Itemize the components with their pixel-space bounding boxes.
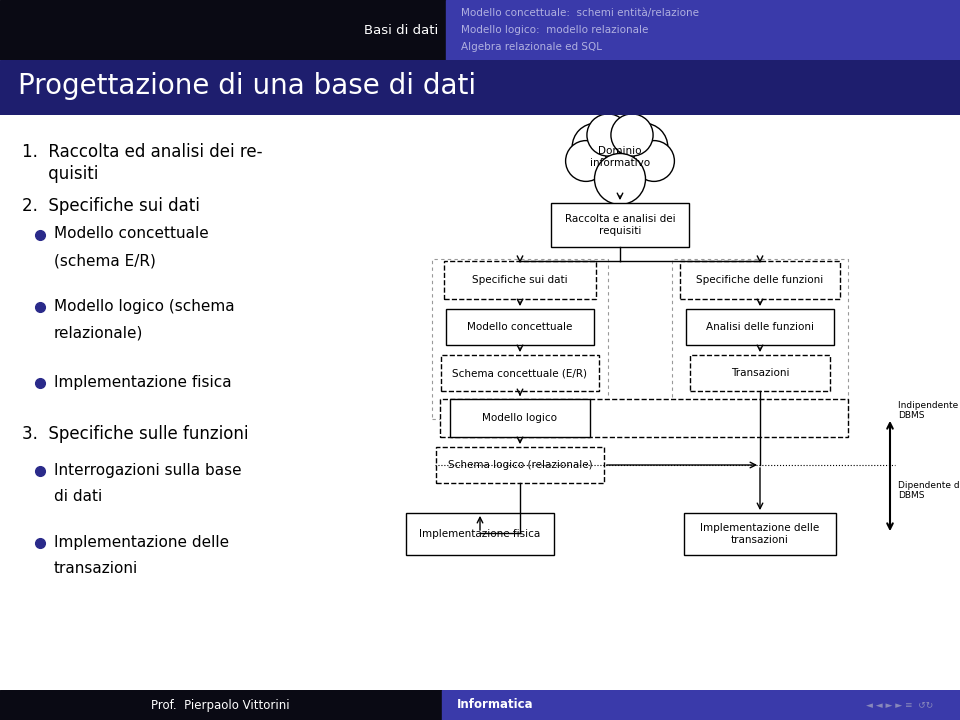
Text: Implementazione delle
transazioni: Implementazione delle transazioni — [701, 523, 820, 545]
Text: Raccolta e analisi dei
requisiti: Raccolta e analisi dei requisiti — [564, 215, 675, 236]
Text: di dati: di dati — [54, 489, 103, 504]
Bar — [406, 513, 554, 555]
Text: Prof.  Pierpaolo Vittorini: Prof. Pierpaolo Vittorini — [152, 698, 290, 711]
Text: quisiti: quisiti — [22, 165, 98, 183]
Text: Implementazione fisica: Implementazione fisica — [420, 529, 540, 539]
Bar — [442, 690, 960, 720]
Text: Schema concettuale (E/R): Schema concettuale (E/R) — [452, 368, 588, 378]
Circle shape — [620, 123, 668, 171]
Circle shape — [565, 140, 607, 181]
Bar — [436, 447, 604, 483]
Bar — [680, 261, 840, 299]
Text: Modello logico: Modello logico — [483, 413, 558, 423]
Circle shape — [587, 114, 629, 156]
Text: 2.  Specifiche sui dati: 2. Specifiche sui dati — [22, 197, 200, 215]
Text: Modello logico (schema: Modello logico (schema — [54, 299, 234, 313]
Text: 3.  Specifiche sulle funzioni: 3. Specifiche sulle funzioni — [22, 425, 249, 443]
Bar — [672, 259, 848, 419]
Bar — [441, 355, 599, 391]
Bar — [686, 309, 834, 345]
Text: ◄ ◄ ► ► ≡  ↺↻: ◄ ◄ ► ► ≡ ↺↻ — [866, 701, 934, 709]
Text: relazionale): relazionale) — [54, 325, 143, 340]
Bar — [440, 399, 848, 437]
Bar — [0, 690, 442, 720]
Text: Algebra relazionale ed SQL: Algebra relazionale ed SQL — [462, 42, 603, 52]
Text: Dipendente dal
DBMS: Dipendente dal DBMS — [898, 481, 960, 500]
Text: Implementazione delle: Implementazione delle — [54, 534, 229, 549]
Text: transazioni: transazioni — [54, 561, 138, 576]
Bar — [450, 399, 590, 437]
Text: Schema logico (relazionale): Schema logico (relazionale) — [447, 460, 592, 470]
Text: Modello concettuale: Modello concettuale — [468, 322, 573, 332]
Bar — [446, 309, 594, 345]
Text: Informatica: Informatica — [457, 698, 533, 711]
Bar — [0, 0, 446, 60]
Text: Modello concettuale: Modello concettuale — [54, 227, 208, 241]
Text: Progettazione di una base di dati: Progettazione di una base di dati — [18, 71, 476, 99]
Text: 1.  Raccolta ed analisi dei re-: 1. Raccolta ed analisi dei re- — [22, 143, 262, 161]
Text: Interrogazioni sulla base: Interrogazioni sulla base — [54, 462, 242, 477]
Text: Modello logico:  modello relazionale: Modello logico: modello relazionale — [462, 25, 649, 35]
Circle shape — [594, 153, 645, 204]
Circle shape — [611, 114, 653, 156]
Bar — [551, 203, 689, 247]
Text: Transazioni: Transazioni — [731, 368, 789, 378]
Text: Analisi delle funzioni: Analisi delle funzioni — [706, 322, 814, 332]
Text: Implementazione fisica: Implementazione fisica — [54, 374, 231, 390]
Text: Specifiche sui dati: Specifiche sui dati — [472, 275, 567, 285]
Bar — [432, 259, 608, 419]
Text: Dominio
informativo: Dominio informativo — [590, 146, 650, 168]
Text: Specifiche delle funzioni: Specifiche delle funzioni — [696, 275, 824, 285]
Text: Indipendente dal
DBMS: Indipendente dal DBMS — [898, 401, 960, 420]
Text: (schema E/R): (schema E/R) — [54, 253, 156, 268]
Circle shape — [634, 140, 675, 181]
Bar — [444, 261, 596, 299]
Bar — [446, 0, 960, 60]
Circle shape — [572, 123, 620, 171]
Text: Basi di dati: Basi di dati — [364, 24, 439, 37]
Circle shape — [586, 123, 654, 191]
Bar — [690, 355, 830, 391]
Bar — [684, 513, 836, 555]
Text: Modello concettuale:  schemi entità/relazione: Modello concettuale: schemi entità/relaz… — [462, 8, 700, 18]
